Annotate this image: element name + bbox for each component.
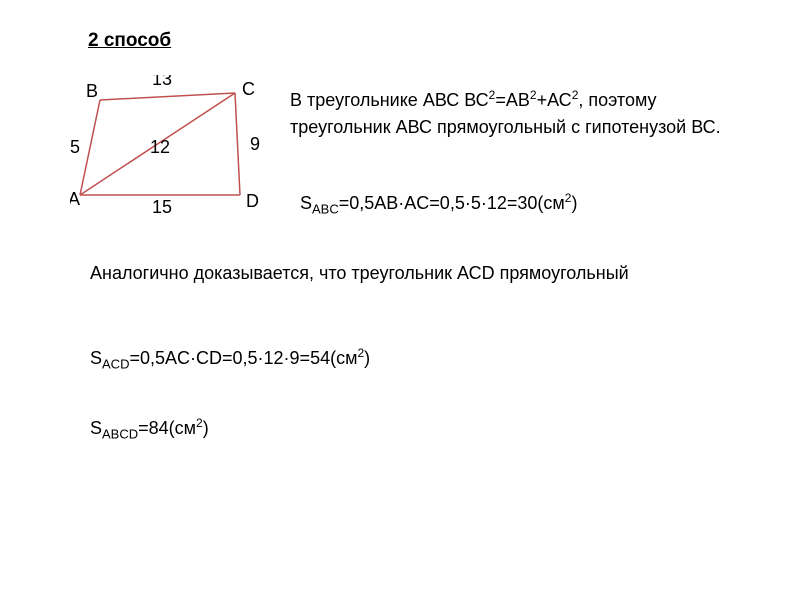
explanation-1: В треугольнике АВС ВС2=АВ2+АС2, поэтому … bbox=[290, 86, 760, 141]
formula-s-abc: SABC=0,5AB·AC=0,5·5·12=30(см2) bbox=[300, 190, 577, 219]
close: ) bbox=[571, 193, 577, 213]
explanation-2: Аналогично доказывается, что треугольник… bbox=[90, 260, 690, 287]
svg-text:D: D bbox=[246, 191, 259, 211]
svg-text:15: 15 bbox=[152, 197, 172, 215]
unit-sup: 2 bbox=[196, 416, 203, 430]
svg-text:B: B bbox=[86, 81, 98, 101]
s-rest: =0,5AC·CD=0,5·12·9=54(см bbox=[129, 348, 357, 368]
s-sub: ACD bbox=[102, 357, 129, 372]
sq-sup: 2 bbox=[530, 88, 537, 102]
formula-s-abcd: SABCD=84(см2) bbox=[90, 415, 209, 444]
method-title: 2 способ bbox=[88, 30, 171, 52]
s-letter: S bbox=[90, 348, 102, 368]
svg-text:12: 12 bbox=[150, 137, 170, 157]
s-sub: ABCD bbox=[102, 427, 138, 442]
explain1-part-b: =АВ bbox=[495, 90, 530, 110]
svg-text:C: C bbox=[242, 79, 255, 99]
svg-text:A: A bbox=[70, 189, 80, 209]
s-rest: =84(см bbox=[138, 418, 196, 438]
explain1-part-c: +АС bbox=[537, 90, 572, 110]
formula-s-acd: SACD=0,5AC·CD=0,5·12·9=54(см2) bbox=[90, 345, 370, 374]
svg-text:13: 13 bbox=[152, 75, 172, 89]
explain1-part-a: В треугольнике АВС ВС bbox=[290, 90, 489, 110]
svg-text:5: 5 bbox=[70, 137, 80, 157]
close: ) bbox=[364, 348, 370, 368]
s-rest: =0,5AB·AC=0,5·5·12=30(см bbox=[339, 193, 565, 213]
svg-text:9: 9 bbox=[250, 134, 260, 154]
close: ) bbox=[203, 418, 209, 438]
s-letter: S bbox=[90, 418, 102, 438]
s-letter: S bbox=[300, 193, 312, 213]
s-sub: ABC bbox=[312, 202, 339, 217]
geometry-diagram: 5 13 9 15 12 A B C D bbox=[70, 75, 270, 215]
